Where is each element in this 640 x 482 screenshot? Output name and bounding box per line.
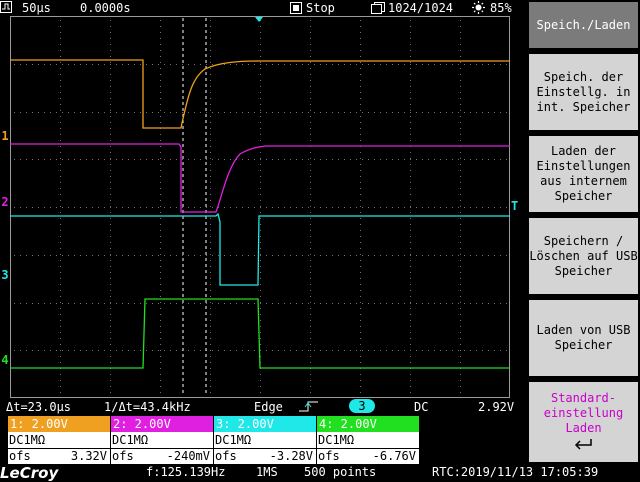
channel-3-offset: -3.28V [269,449,313,463]
channel-3-info[interactable]: 3: 2.00V DC1MΩ ofs -3.28V [214,416,316,464]
brand-logo: LeCroy [0,464,59,482]
channel-4-coupling: DC1MΩ [317,432,419,449]
channel-2-offset: -240mV [166,449,210,463]
trigger-type: Edge [254,400,283,414]
inverse-delta-t: 1/Δt=43.4kHz [104,400,191,414]
memory-depth: 1024/1024 [388,1,454,15]
memory-icon [371,2,385,17]
bottom-status-bar: LeCroy f:125.139Hz 1MS 500 points RTC:20… [0,464,640,482]
menu-load-usb[interactable]: Laden von USB Speicher [529,300,638,376]
channel-2-trace [10,143,510,213]
plot-border [10,16,510,398]
menu-item-label: Speich. der Einstellg. in int. Speicher [536,69,631,114]
sun-icon [472,1,485,17]
menu-save-delete-usb[interactable]: Speichern / Löschen auf USB Speicher [529,218,638,294]
channel-4-offset: -6.76V [372,449,416,463]
stop-icon [290,2,302,17]
battery-level: 85% [490,1,512,15]
trigger-level-marker[interactable]: T [511,199,519,213]
channel-4-marker[interactable]: 4 [0,353,10,367]
channel-4-offset-row: ofs -6.76V [317,449,419,464]
channel-4-scale: 4: 2.00V [317,416,419,432]
channel-3-offset-label: ofs [215,449,237,463]
channel-3-trace [10,212,510,286]
channel-2-info[interactable]: 2: 2.00V DC1MΩ ofs -240mV [111,416,213,464]
channel-3-marker[interactable]: 3 [0,268,10,282]
enter-arrow-icon [573,438,595,454]
channel-4-info[interactable]: 4: 2.00V DC1MΩ ofs -6.76V [317,416,419,464]
menu-item-label: Laden von USB Speicher [536,323,631,352]
channel-4-offset-label: ofs [318,449,340,463]
menu-save-settings-internal[interactable]: Speich. der Einstellg. in int. Speicher [529,54,638,130]
trigger-level: 2.92V [478,400,515,414]
trigger-time-marker [255,17,263,22]
status-bar: 50µs 0.0000s Stop 1024/1024 85% [0,0,526,16]
real-time-clock: RTC:2019/11/13 17:05:39 [432,465,599,479]
sample-rate: 1MS [256,465,278,479]
menu-item-label: Laden der Einstellungen aus internem Spe… [536,144,631,203]
run-state: Stop [306,1,335,15]
menu-item-label: Speichern / Löschen auf USB Speicher [529,233,638,278]
timebase-value: 50µs [22,1,51,15]
channel-4-marker-label: 4 [1,353,9,367]
channel-2-marker-label: 2 [1,195,9,209]
channel-4-trace [10,298,510,369]
timebase-icon [0,1,12,16]
menu-default-settings-load[interactable]: Standard-einstellung Laden [529,382,638,462]
menu-title-label: Speich./Laden [536,17,631,32]
menu-load-settings-internal[interactable]: Laden der Einstellungen aus internem Spe… [529,136,638,212]
channel-1-info[interactable]: 1: 2.00V DC1MΩ ofs 3.32V [8,416,110,464]
grid [14,20,507,393]
channel-1-offset-row: ofs 3.32V [8,449,110,464]
soft-menu: Speich./Laden Speich. der Einstellg. in … [527,0,640,464]
channel-2-marker[interactable]: 2 [0,195,10,209]
delta-t: Δt=23.0µs [6,400,72,414]
channel-3-scale: 3: 2.00V [214,416,316,432]
frequency-readout: f:125.139Hz [146,465,226,479]
channel-1-marker[interactable]: 1 [0,129,10,143]
trigger-position: 0.0000s [80,1,131,15]
channel-3-marker-label: 3 [1,268,9,282]
trigger-source-badge[interactable]: 3 [349,399,375,413]
menu-item-label: Standard-einstellung Laden [543,390,624,435]
channel-1-offset: 3.32V [70,449,107,463]
channel-1-coupling: DC1MΩ [8,432,110,449]
channel-1-scale: 1: 2.00V [8,416,110,432]
record-points: 500 points [304,465,377,479]
menu-title-save-load[interactable]: Speich./Laden [529,2,638,48]
channel-2-scale: 2: 2.00V [111,416,213,432]
channel-2-coupling: DC1MΩ [111,432,213,449]
measurement-row: Δt=23.0µs 1/Δt=43.4kHz Edge 3 DC 2.92V [0,399,526,415]
rising-edge-icon [298,400,320,416]
waveform-display[interactable] [10,16,510,398]
channel-1-offset-label: ofs [9,449,31,463]
channel-3-offset-row: ofs -3.28V [214,449,316,464]
trigger-coupling: DC [414,400,429,414]
channel-3-coupling: DC1MΩ [214,432,316,449]
channel-1-trace [10,59,510,129]
channel-2-offset-row: ofs -240mV [111,449,213,464]
channel-1-marker-label: 1 [1,129,9,143]
channel-2-offset-label: ofs [112,449,134,463]
